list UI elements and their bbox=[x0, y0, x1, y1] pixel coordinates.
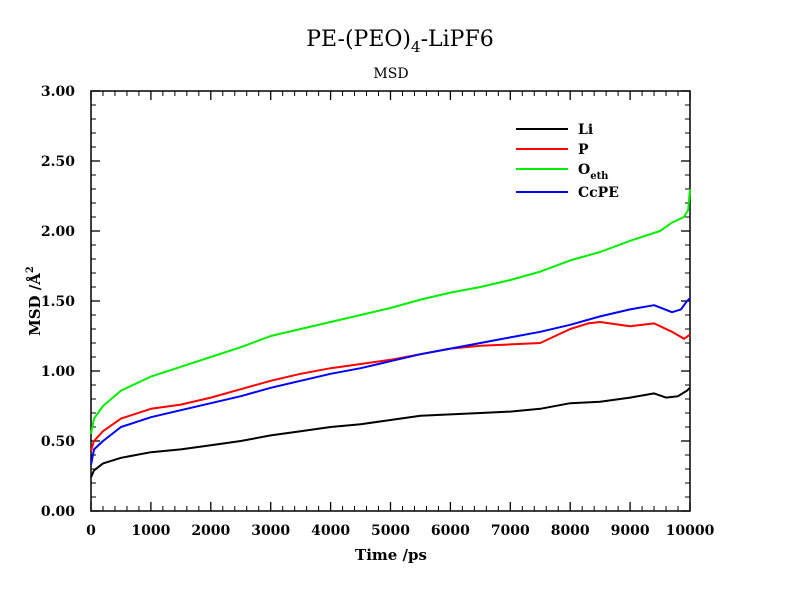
x-tick-label: 4000 bbox=[311, 523, 350, 539]
series-line-li bbox=[90, 387, 691, 478]
x-tick-label: 10000 bbox=[666, 523, 715, 539]
series-line-p bbox=[90, 321, 691, 452]
plot-frame bbox=[90, 90, 691, 512]
x-tick-label: 5000 bbox=[371, 523, 410, 539]
chart-title-subscript: 4 bbox=[411, 38, 421, 56]
series-layer bbox=[90, 188, 691, 478]
y-axis-label-unit: Å bbox=[26, 273, 44, 286]
legend-label: CcPE bbox=[578, 185, 619, 201]
y-tick-label: 2.50 bbox=[41, 154, 75, 170]
axis-ticks: 0 1000 2000 3000 4000 5000 6000 7000 8000 9000 100… bbox=[41, 84, 715, 539]
legend-label: Oeth bbox=[578, 162, 609, 182]
series-line-ccpe bbox=[90, 297, 691, 465]
x-tick-label: 0 bbox=[86, 523, 96, 539]
legend-label: Li bbox=[578, 122, 593, 138]
x-tick-label: 6000 bbox=[431, 523, 470, 539]
y-axis-label-main: MSD / bbox=[26, 284, 44, 336]
y-tick-label: 1.50 bbox=[41, 294, 75, 310]
x-axis-label: Time /ps bbox=[355, 546, 427, 564]
y-tick-label: 0.50 bbox=[41, 434, 75, 450]
y-tick-label: 0.00 bbox=[41, 504, 75, 520]
chart-title-prefix: PE-(PEO) bbox=[306, 27, 411, 52]
x-tick-label: 7000 bbox=[491, 523, 530, 539]
x-tick-label: 9000 bbox=[611, 523, 650, 539]
chart-title-suffix: -LiPF6 bbox=[421, 27, 494, 52]
chart-subtitle: MSD bbox=[373, 66, 408, 82]
y-tick-label: 1.00 bbox=[41, 364, 75, 380]
y-axis-label-sup: 2 bbox=[25, 266, 36, 273]
chart-title: PE-(PEO)4-LiPF6 bbox=[306, 27, 493, 56]
legend-label: P bbox=[578, 142, 589, 158]
x-tick-label: 3000 bbox=[251, 523, 290, 539]
series-line-o bbox=[90, 188, 691, 435]
x-tick-label: 8000 bbox=[551, 523, 590, 539]
legend: Li P Oeth CcPE bbox=[516, 122, 619, 201]
y-axis-label: MSD /Å2 bbox=[25, 266, 44, 336]
y-tick-label: 2.00 bbox=[41, 224, 75, 240]
y-tick-label: 3.00 bbox=[41, 84, 75, 100]
x-tick-label: 2000 bbox=[191, 523, 230, 539]
x-tick-label: 1000 bbox=[131, 523, 170, 539]
